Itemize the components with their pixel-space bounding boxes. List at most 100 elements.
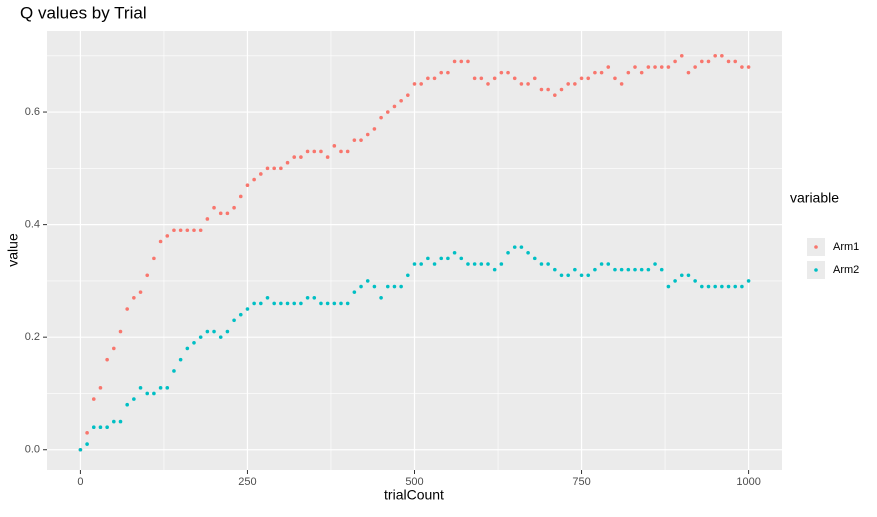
point <box>312 295 317 300</box>
point <box>345 149 350 154</box>
point <box>292 155 297 159</box>
point <box>339 149 343 154</box>
point <box>519 245 524 249</box>
point <box>112 419 116 424</box>
point <box>553 267 557 272</box>
point <box>586 273 591 278</box>
point <box>91 397 96 401</box>
point <box>105 425 109 430</box>
point <box>325 301 330 306</box>
point <box>726 284 731 289</box>
point <box>579 76 584 81</box>
point <box>706 284 711 289</box>
point <box>439 70 444 75</box>
series <box>78 245 751 452</box>
point <box>633 267 637 272</box>
point <box>406 273 410 278</box>
point <box>91 425 96 430</box>
point <box>686 70 691 75</box>
point <box>459 256 464 261</box>
point <box>726 59 731 64</box>
point <box>579 273 584 278</box>
point <box>252 177 256 182</box>
point <box>359 284 363 289</box>
y-tick-label: 0.4 <box>25 219 40 231</box>
point <box>653 65 657 69</box>
point <box>299 155 303 159</box>
legend-label: Arm1 <box>833 241 859 253</box>
point <box>279 166 283 171</box>
point <box>238 194 243 199</box>
point <box>599 262 604 266</box>
point <box>406 93 410 97</box>
point <box>85 431 89 435</box>
y-tick-label: 0.0 <box>25 444 40 456</box>
point <box>486 82 490 86</box>
point <box>185 228 190 233</box>
point <box>506 250 510 255</box>
point <box>466 262 470 266</box>
point <box>626 70 631 75</box>
point <box>385 284 390 289</box>
point <box>606 65 611 69</box>
point <box>399 284 403 289</box>
point <box>492 267 497 272</box>
point <box>599 70 604 75</box>
point <box>619 82 624 86</box>
legend-title: variable <box>790 190 839 206</box>
point <box>285 301 290 306</box>
point <box>225 329 230 334</box>
point <box>506 70 510 75</box>
point <box>252 301 256 306</box>
point <box>666 65 671 69</box>
point <box>112 346 116 351</box>
point <box>172 369 176 373</box>
point <box>526 250 530 255</box>
x-axis-title: trialCount <box>384 487 444 503</box>
point <box>225 211 230 216</box>
legend-marker <box>814 268 818 272</box>
point <box>499 70 504 75</box>
y-tick-label: 0.2 <box>25 331 40 343</box>
point <box>720 53 724 58</box>
point <box>613 76 617 81</box>
point <box>272 166 276 171</box>
point <box>265 166 270 171</box>
point <box>479 262 484 266</box>
point <box>192 228 196 233</box>
point <box>452 59 457 64</box>
point <box>700 284 704 289</box>
point <box>218 335 223 339</box>
point <box>539 87 544 92</box>
point <box>232 205 236 210</box>
point <box>332 301 337 306</box>
x-tick-label: 750 <box>572 476 590 488</box>
point <box>412 262 417 266</box>
point <box>78 447 83 452</box>
point <box>312 149 317 154</box>
series <box>78 53 751 452</box>
point <box>559 273 564 278</box>
point <box>720 284 724 289</box>
point <box>566 273 570 278</box>
point <box>98 425 103 430</box>
point <box>746 279 751 283</box>
point <box>539 262 544 266</box>
point <box>372 127 377 131</box>
point <box>172 228 176 233</box>
point <box>352 290 357 294</box>
point <box>566 82 570 86</box>
point <box>733 59 738 64</box>
point <box>426 76 430 81</box>
point <box>259 301 263 306</box>
point <box>205 329 210 334</box>
point <box>279 301 283 306</box>
point <box>345 301 350 306</box>
point <box>245 183 250 188</box>
point <box>185 346 190 351</box>
point <box>238 312 243 317</box>
point <box>372 284 377 289</box>
point <box>319 149 323 154</box>
point <box>165 234 170 238</box>
x-tick-label: 1000 <box>736 476 760 488</box>
